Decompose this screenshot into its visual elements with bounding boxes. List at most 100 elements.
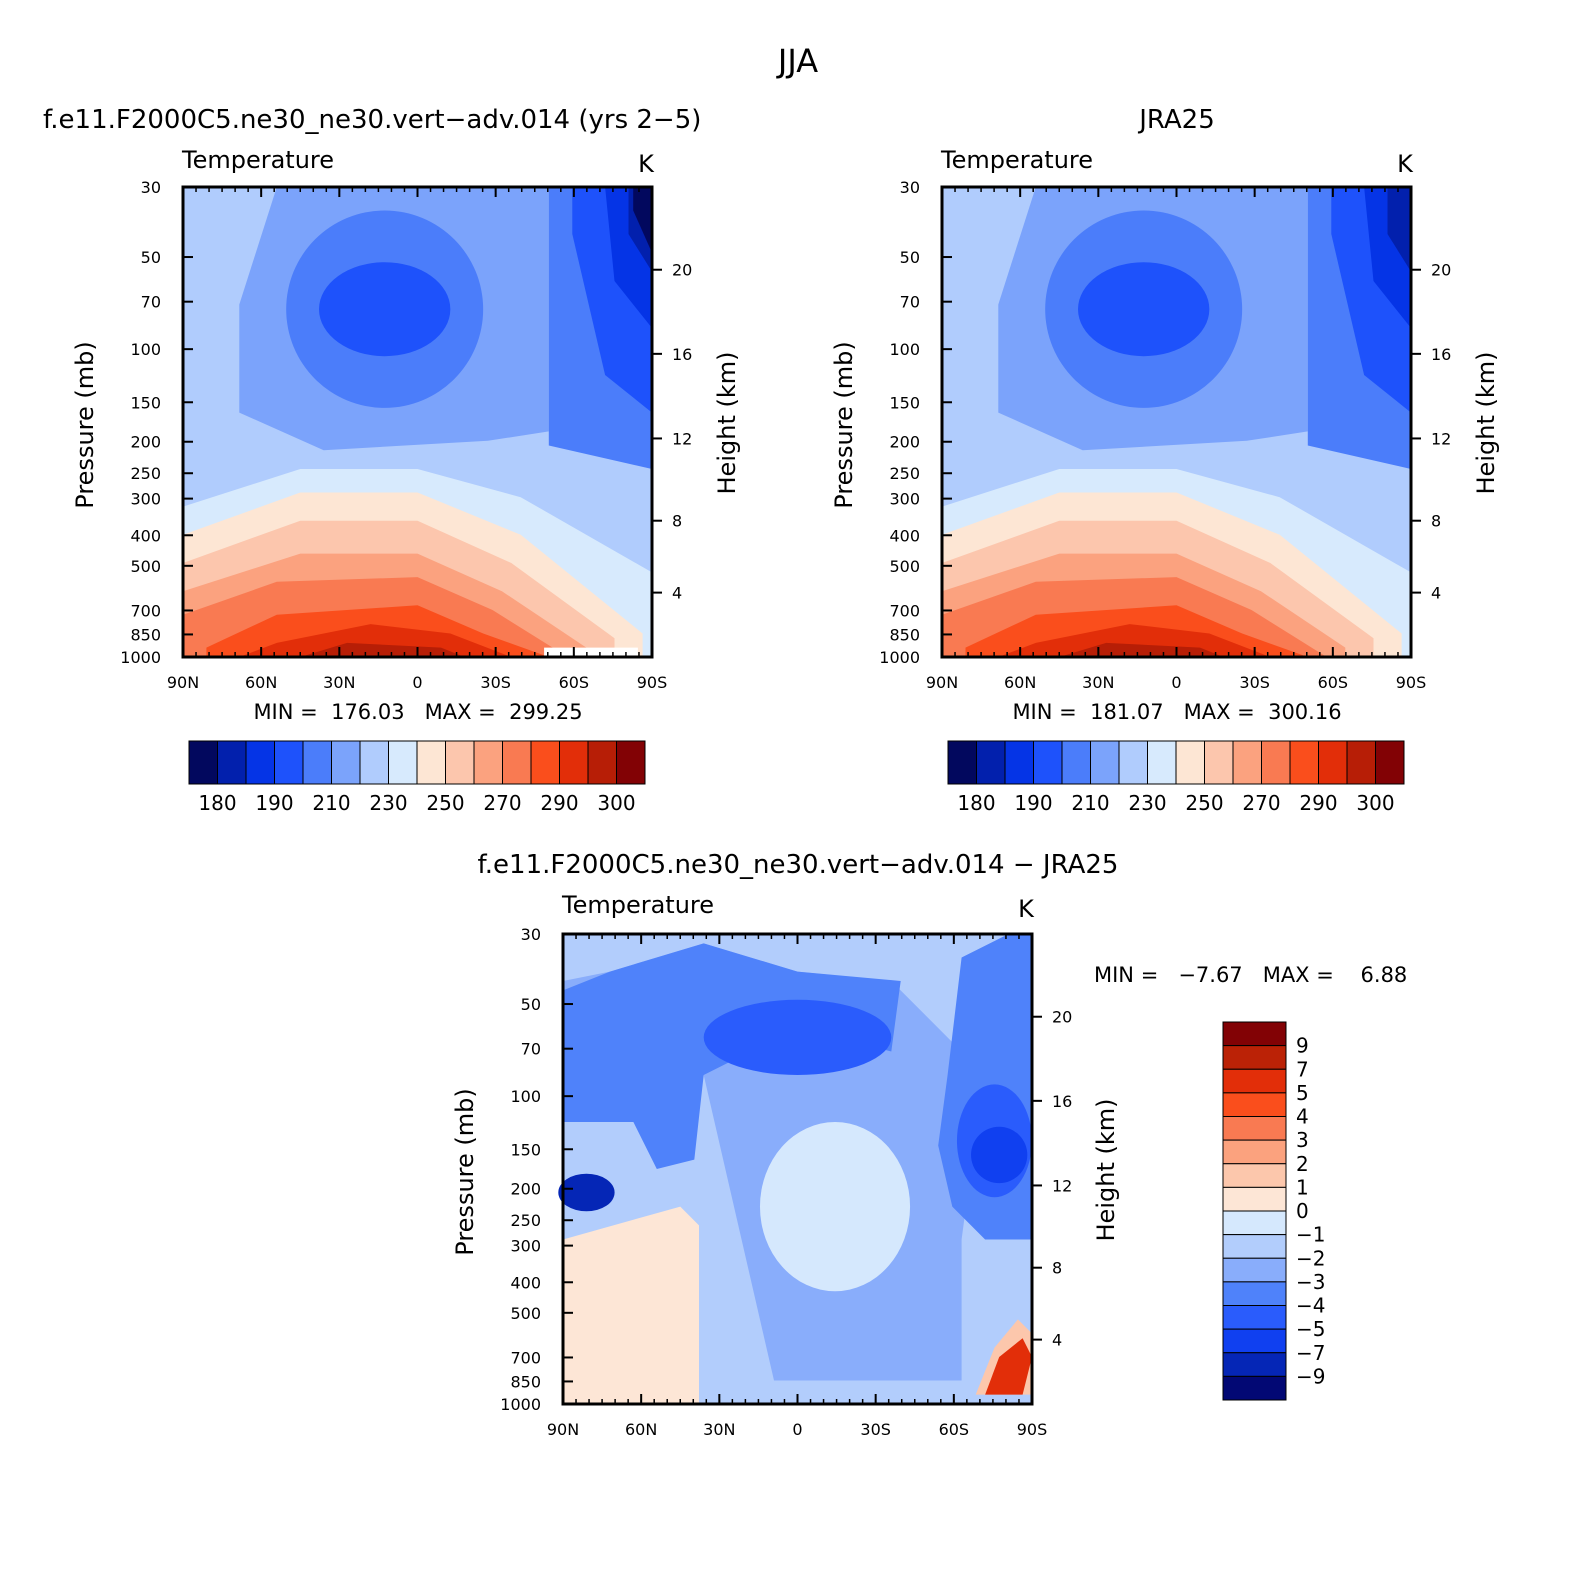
y-tick-label: 850 (510, 1372, 541, 1391)
x-tick-label: 90N (547, 1420, 579, 1439)
colorbar-label: −9 (1296, 1364, 1325, 1388)
y2-tick-label: 8 (1431, 512, 1441, 531)
contour-band (558, 1173, 615, 1212)
colorbar-label: 4 (1296, 1105, 1309, 1129)
x-tick-label: 0 (792, 1420, 802, 1439)
colorbar-swatch (1175, 740, 1205, 785)
colorbar-label: 180 (198, 791, 236, 815)
colorbar-swatch (1261, 740, 1291, 785)
x-tick-label: 60S (939, 1420, 970, 1439)
contour-band (1059, 642, 1224, 657)
contour-band (300, 642, 465, 657)
y2-tick-label: 8 (1052, 1259, 1062, 1278)
y-tick-label: 300 (889, 490, 920, 509)
colorbar-swatch (559, 740, 589, 785)
x-tick-label: 90N (926, 673, 958, 692)
x-tick-label: 60N (625, 1420, 657, 1439)
colorbar-swatch (1375, 740, 1405, 785)
x-tick-label: 60N (245, 673, 277, 692)
colorbar-swatch (1222, 1139, 1287, 1165)
y-tick-label: 700 (889, 601, 920, 620)
x-tick-label: 0 (1171, 673, 1181, 692)
colorbar-swatch (188, 740, 218, 785)
panel-diff: f.e11.F2000C5.ne30_ne30.vert−adv.014 − J… (451, 850, 1407, 1439)
colorbar-swatch (1222, 1210, 1287, 1236)
colorbar-swatch (473, 740, 503, 785)
panel-model-ylabel: Pressure (mb) (71, 341, 99, 508)
colorbar-label: 190 (255, 791, 293, 815)
colorbar-swatch (502, 740, 532, 785)
y2-tick-label: 20 (1431, 261, 1451, 280)
colorbar-swatch (1222, 1352, 1287, 1377)
colorbar-swatch (1204, 740, 1234, 785)
colorbar-label: −3 (1296, 1270, 1325, 1294)
panel-obs-contours (942, 187, 1411, 657)
panel-model: f.e11.F2000C5.ne30_ne30.vert−adv.014 (yr… (43, 105, 741, 815)
colorbar-swatch (976, 740, 1006, 785)
x-tick-label: 30S (860, 1420, 891, 1439)
panel-obs-axes: 90N 60N 30N 0 30S 60S 90S 30 50 70 100 150 200 250 300… (879, 178, 1451, 692)
y-tick-label: 150 (889, 393, 920, 412)
contour-band (703, 999, 892, 1075)
panel-model-colorbar: 180 190 210 230 250 270 290 300 (188, 740, 646, 815)
panel-obs-variable: Temperature (940, 146, 1093, 174)
y-tick-label: 30 (521, 925, 541, 944)
y-tick-label: 200 (510, 1180, 541, 1199)
y-tick-label: 700 (130, 601, 161, 620)
panel-diff-contours (558, 934, 1032, 1404)
y-tick-label: 400 (889, 526, 920, 545)
y2-tick-label: 12 (672, 429, 692, 448)
colorbar-swatch (331, 740, 361, 785)
y-tick-label: 300 (510, 1237, 541, 1256)
contour-band (633, 187, 652, 253)
colorbar-label: 300 (597, 791, 635, 815)
contour-band (319, 262, 451, 357)
panel-model-stats: MIN = 176.03 MAX = 299.25 (253, 700, 582, 724)
panel-obs-y2label: Height (km) (1472, 352, 1500, 495)
colorbar-swatch (1222, 1375, 1287, 1401)
panel-diff-axes: 90N 60N 30N 0 30S 60S 90S 30 50 70 100 150 200 250 300… (500, 925, 1072, 1439)
colorbar-swatch (1090, 740, 1120, 785)
missing-data (544, 647, 638, 657)
colorbar-swatch (1118, 740, 1148, 785)
y-tick-label: 200 (889, 433, 920, 452)
y2-tick-label: 16 (1431, 345, 1451, 364)
y-tick-label: 400 (510, 1273, 541, 1292)
colorbar-swatch (1222, 1328, 1287, 1354)
y-tick-label: 50 (521, 995, 541, 1014)
panel-obs-ylabel: Pressure (mb) (830, 341, 858, 508)
x-tick-label: 90S (1017, 1420, 1048, 1439)
y-tick-label: 700 (510, 1348, 541, 1367)
colorbar-label: 270 (483, 791, 521, 815)
y2-tick-label: 20 (1052, 1008, 1072, 1027)
y-tick-label: 30 (141, 178, 161, 197)
y-tick-label: 100 (130, 340, 161, 359)
panel-diff-stats: MIN = −7.67 MAX = 6.88 (1094, 963, 1407, 987)
colorbar-label: 1 (1296, 1175, 1309, 1199)
y-tick-label: 1000 (500, 1395, 541, 1414)
panel-model-contours (183, 187, 652, 657)
panel-diff-ylabel: Pressure (mb) (451, 1088, 479, 1255)
panel-model-axes: 90N 60N 30N 0 30S 60S 90S 30 50 70 100 150 200 250 300… (120, 178, 692, 692)
colorbar-label: 300 (1356, 791, 1394, 815)
panel-model-title: f.e11.F2000C5.ne30_ne30.vert−adv.014 (yr… (43, 105, 701, 135)
y2-tick-label: 8 (672, 512, 682, 531)
y-tick-label: 500 (889, 557, 920, 576)
x-tick-label: 60S (559, 673, 590, 692)
x-tick-label: 30N (703, 1420, 735, 1439)
y-tick-label: 70 (141, 293, 161, 312)
colorbar-label: 3 (1296, 1128, 1309, 1152)
colorbar-swatch (416, 740, 446, 785)
y-tick-label: 70 (521, 1040, 541, 1059)
colorbar-swatch (1222, 1186, 1287, 1212)
colorbar-label: 250 (1185, 791, 1223, 815)
colorbar-swatch (1222, 1281, 1287, 1306)
y2-tick-label: 20 (672, 261, 692, 280)
y2-tick-label: 16 (1052, 1092, 1072, 1111)
panel-diff-title: f.e11.F2000C5.ne30_ne30.vert−adv.014 − J… (478, 850, 1119, 880)
y-tick-label: 500 (510, 1304, 541, 1323)
y2-tick-label: 4 (1431, 584, 1441, 603)
colorbar-swatch (274, 740, 304, 785)
colorbar-label: −1 (1296, 1223, 1325, 1247)
